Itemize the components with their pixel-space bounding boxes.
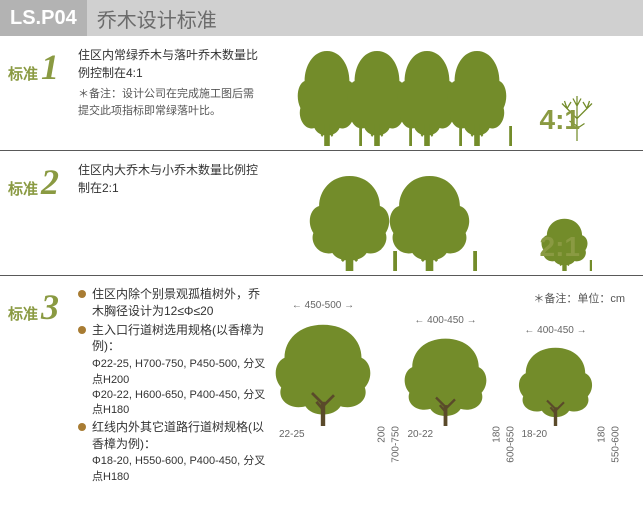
std1-note: ＊备注：设计公司在完成施工图后需提交此项指标即常绿落叶比。: [78, 86, 258, 119]
header: LS.P04 乔木设计标准: [0, 0, 643, 36]
doc-code: LS.P04: [0, 0, 87, 36]
bullet-sub: Φ20-22, H600-650, P400-450, 分叉点H180: [78, 388, 268, 419]
bullet-sub: Φ18-20, H550-600, P400-450, 分叉点H180: [78, 454, 268, 485]
std3-number: 3: [41, 286, 59, 328]
standard-2: 标准 2 住区内大乔木与小乔木数量比例控制在2:1 2:1: [0, 151, 643, 276]
std2-label-text: 标准: [8, 178, 38, 199]
std1-number: 1: [41, 46, 59, 88]
spec-tree: ← 400-450 → 18-20 180 550-600: [513, 341, 598, 426]
bullet-item: 主入口行道树选用规格(以香樟为例)：: [78, 322, 268, 356]
std2-desc: 住区内大乔木与小乔木数量比例控制在2:1: [78, 161, 258, 197]
std2-label: 标准 2: [8, 161, 78, 203]
std3-bullets: 住区内除个别景观孤植树外，乔木胸径设计为12≤Φ≤20主入口行道树选用规格(以香…: [78, 286, 268, 485]
spec-tree: ← 400-450 → 20-22 180 600-650: [398, 331, 493, 426]
dim-crown: ← 400-450 →: [524, 325, 586, 336]
std2-graphic: 2:1: [258, 161, 635, 271]
standard-1: 标准 1 住区内常绿乔木与落叶乔木数量比例控制在4:1 ＊备注：设计公司在完成施…: [0, 36, 643, 151]
bullet-sub: Φ22-25, H700-750, P450-500, 分叉点H200: [78, 357, 268, 388]
std1-graphic: 4:1: [258, 46, 635, 146]
std3-graphic: ＊备注：单位：cm ← 450-500 → 22-25 200 700-750 …: [268, 286, 635, 485]
dim-crown: ← 450-500 →: [292, 300, 354, 311]
bullet-item: 红线内外其它道路行道树规格(以香樟为例)：: [78, 419, 268, 453]
dim-crown: ← 400-450 →: [414, 315, 476, 326]
std1-label: 标准 1: [8, 46, 78, 88]
std3-unit-note: ＊备注：单位：cm: [533, 290, 625, 306]
dim-branch: 180: [597, 426, 608, 443]
bullet-item: 住区内除个别景观孤植树外，乔木胸径设计为12≤Φ≤20: [78, 286, 268, 320]
dim-height: 600-650: [506, 426, 517, 463]
dim-branch: 180: [492, 426, 503, 443]
dim-diameter: 20-22: [408, 429, 434, 440]
doc-title: 乔木设计标准: [87, 0, 643, 36]
spec-tree: ← 450-500 → 22-25 200 700-750: [268, 316, 378, 426]
std1-label-text: 标准: [8, 63, 38, 84]
std1-ratio: 4:1: [540, 104, 580, 136]
dim-diameter: 18-20: [522, 429, 548, 440]
std1-desc: 住区内常绿乔木与落叶乔木数量比例控制在4:1: [78, 46, 258, 82]
std3-label-text: 标准: [8, 303, 38, 324]
std2-number: 2: [41, 161, 59, 203]
dim-branch: 200: [377, 426, 388, 443]
dim-height: 550-600: [611, 426, 622, 463]
standard-3: 标准 3 住区内除个别景观孤植树外，乔木胸径设计为12≤Φ≤20主入口行道树选用…: [0, 276, 643, 489]
dim-height: 700-750: [391, 426, 402, 463]
std2-ratio: 2:1: [540, 231, 580, 263]
dim-diameter: 22-25: [279, 429, 305, 440]
std3-label: 标准 3: [8, 286, 78, 328]
